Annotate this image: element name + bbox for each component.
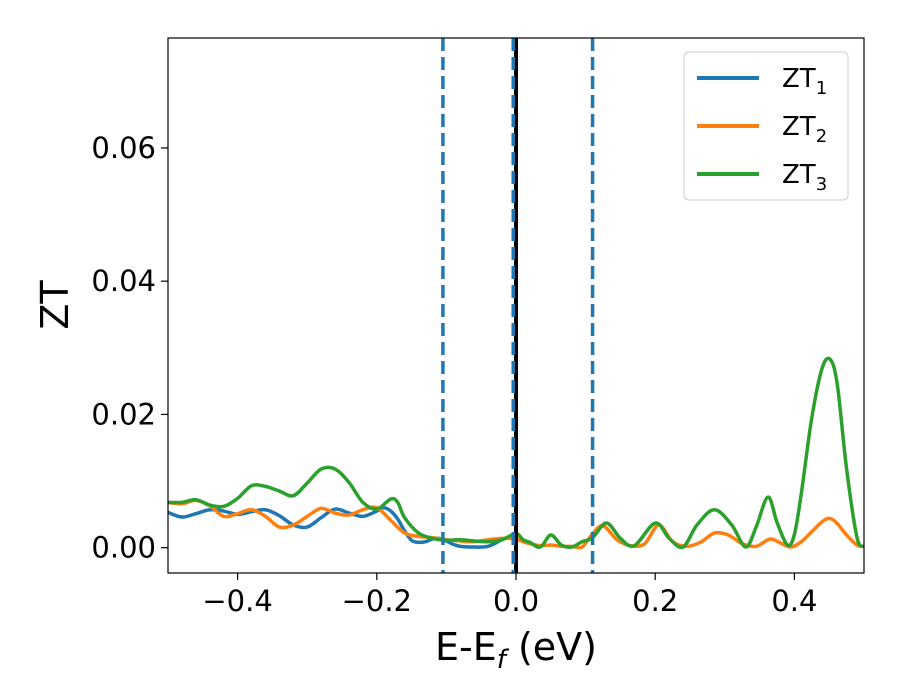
- x-tick-label: −0.4: [202, 584, 272, 618]
- legend-label-zt1: ZT1: [782, 64, 827, 99]
- legend-box: [683, 51, 849, 201]
- y-tick-label: 0.02: [91, 397, 156, 431]
- x-axis-label: E-Ef (eV): [435, 625, 597, 675]
- x-tick-label: 0.2: [632, 584, 678, 618]
- y-tick-label: 0.00: [91, 531, 156, 565]
- y-tick-label: 0.06: [91, 131, 156, 165]
- x-tick-label: 0.4: [771, 584, 817, 618]
- x-axis-ticks: −0.4 −0.2 0.0 0.2 0.4: [202, 573, 817, 618]
- legend-label-zt2: ZT2: [782, 112, 827, 147]
- x-tick-label: −0.2: [342, 584, 412, 618]
- y-axis-ticks: 0.00 0.02 0.04 0.06: [91, 131, 168, 565]
- plot-content: [168, 38, 864, 573]
- y-axis-label: ZT: [33, 280, 77, 330]
- x-tick-label: 0.0: [493, 584, 539, 618]
- plot-frame: [167, 37, 865, 574]
- legend-label-zt3: ZT3: [782, 160, 827, 195]
- y-tick-label: 0.04: [91, 264, 156, 298]
- legend: ZT1 ZT2 ZT3: [683, 51, 849, 201]
- series-line-zt3: [168, 356, 864, 550]
